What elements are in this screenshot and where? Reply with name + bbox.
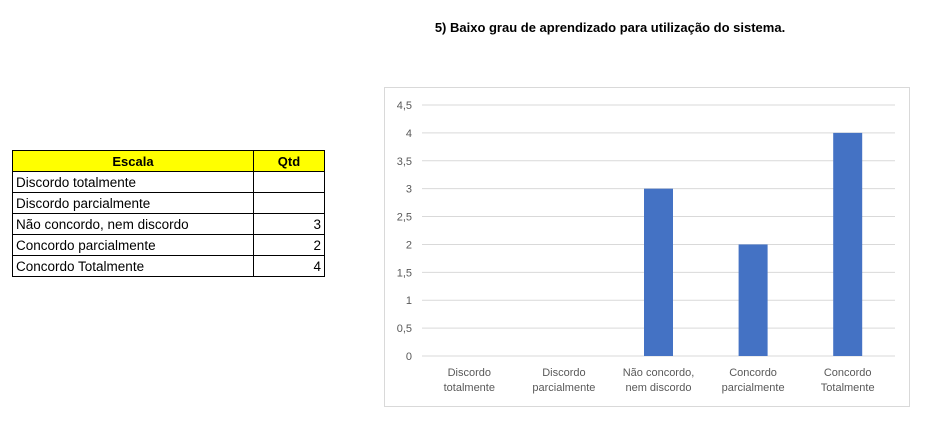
y-tick-label: 2 bbox=[406, 239, 412, 251]
x-tick-label: Concordo Totalmente bbox=[821, 367, 875, 394]
cell-escala: Concordo parcialmente bbox=[12, 234, 254, 256]
bar bbox=[644, 188, 673, 356]
cell-escala: Discordo parcialmente bbox=[12, 192, 254, 214]
bar bbox=[738, 244, 768, 356]
cell-escala: Não concordo, nem discordo bbox=[12, 213, 254, 235]
y-tick-label: 4 bbox=[406, 128, 412, 140]
x-tick-label: Discordo parcialmente bbox=[532, 367, 595, 394]
y-tick-label: 3 bbox=[406, 184, 412, 196]
y-tick-label: 3,5 bbox=[397, 156, 412, 168]
table-header-row: Escala Qtd bbox=[12, 150, 325, 172]
cell-qtd bbox=[253, 192, 325, 214]
chart-frame: 0 0,5 1 1,5 2 2,5 3 3,5 4 4,5 Discordo totalmente Di… bbox=[384, 87, 910, 407]
x-tick-label: Concordo parcialmente bbox=[722, 367, 785, 394]
cell-escala: Concordo Totalmente bbox=[12, 255, 254, 277]
chart-title: 5) Baixo grau de aprendizado para utiliz… bbox=[434, 20, 786, 35]
cell-qtd: 4 bbox=[253, 255, 325, 277]
table-row: Não concordo, nem discordo 3 bbox=[12, 213, 325, 235]
bar-chart: 0 0,5 1 1,5 2 2,5 3 3,5 4 4,5 Discordo totalmente Di… bbox=[397, 100, 895, 394]
y-tick-label: 1 bbox=[406, 295, 412, 307]
table-row: Concordo parcialmente 2 bbox=[12, 234, 325, 256]
y-tick-label: 1,5 bbox=[397, 267, 412, 279]
y-tick-label: 0 bbox=[406, 351, 412, 363]
bar bbox=[833, 132, 863, 356]
cell-escala: Discordo totalmente bbox=[12, 171, 254, 193]
header-qtd: Qtd bbox=[253, 150, 325, 172]
cell-qtd bbox=[253, 171, 325, 193]
x-tick-label: Discordo totalmente bbox=[444, 367, 495, 394]
table-row: Concordo Totalmente 4 bbox=[12, 255, 325, 277]
table-row: Discordo parcialmente bbox=[12, 192, 325, 214]
cell-qtd: 3 bbox=[253, 213, 325, 235]
scale-table: Escala Qtd Discordo totalmente Discordo … bbox=[12, 150, 325, 277]
table-row: Discordo totalmente bbox=[12, 171, 325, 193]
header-escala: Escala bbox=[12, 150, 254, 172]
cell-qtd: 2 bbox=[253, 234, 325, 256]
y-tick-label: 4,5 bbox=[397, 100, 412, 112]
y-tick-label: 0,5 bbox=[397, 323, 412, 335]
x-tick-label: Não concordo, nem discordo bbox=[623, 367, 695, 394]
y-tick-label: 2,5 bbox=[397, 212, 412, 224]
